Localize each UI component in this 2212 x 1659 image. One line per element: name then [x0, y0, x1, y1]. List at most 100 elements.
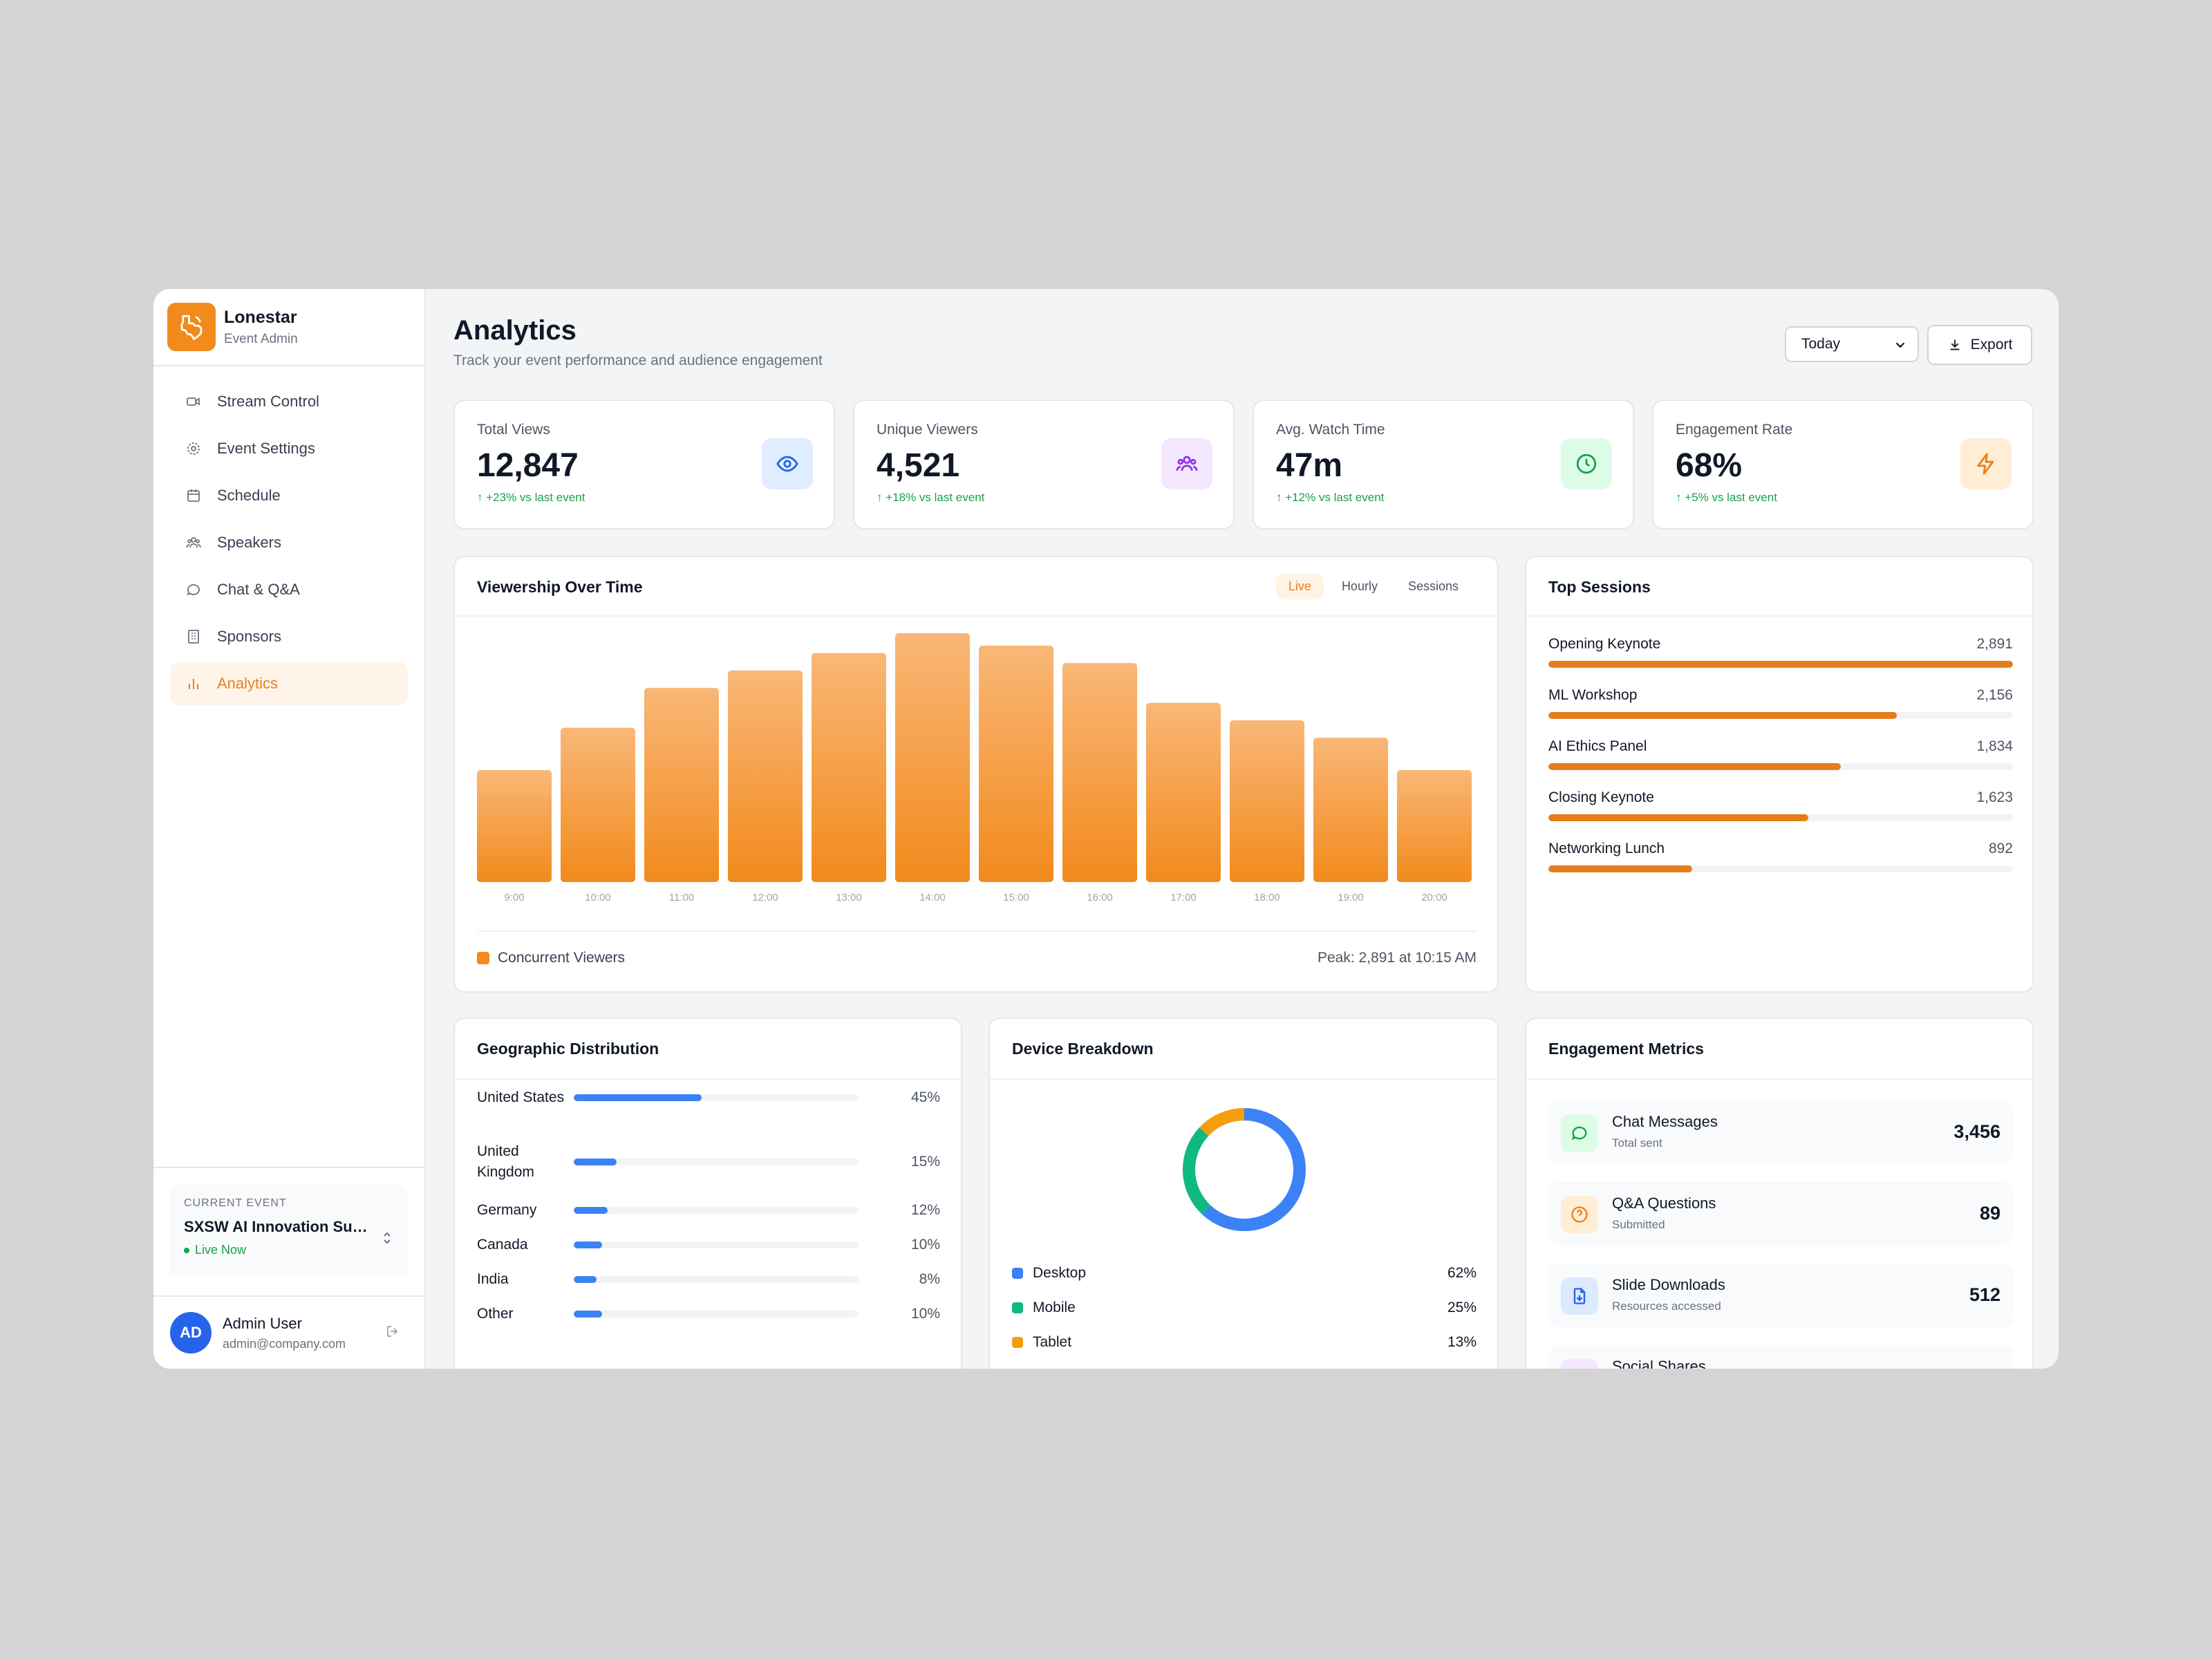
chart-bar[interactable] — [895, 633, 970, 882]
stat-card-avg-watch-time: Avg. Watch Time 47m ↑ +12% vs last event — [1253, 400, 1634, 529]
chart-bar[interactable] — [1062, 663, 1137, 882]
avatar[interactable]: AD — [170, 1312, 212, 1353]
stat-label: Unique Viewers — [877, 422, 978, 438]
chart-legend: Concurrent Viewers — [477, 950, 625, 966]
help-icon — [1561, 1196, 1598, 1233]
session-views: 1,834 — [1976, 738, 2013, 754]
session-row[interactable]: AI Ethics Panel 1,834 — [1548, 738, 2013, 770]
chat-icon — [184, 580, 203, 599]
brand-name: Lonestar — [224, 307, 297, 327]
sidebar-item-schedule[interactable]: Schedule — [170, 474, 408, 517]
chart-bar[interactable] — [1313, 738, 1388, 882]
geo-progress-fill — [574, 1241, 603, 1248]
geo-percent: 15% — [910, 1154, 940, 1170]
country-name: Canada — [477, 1237, 528, 1253]
session-row[interactable]: ML Workshop 2,156 — [1548, 687, 2013, 719]
session-progress-fill — [1548, 763, 1841, 770]
session-progress-fill — [1548, 814, 1809, 821]
x-tick-label: 17:00 — [1170, 892, 1197, 903]
device-percent: 13% — [1447, 1334, 1477, 1350]
user-name: Admin User — [223, 1314, 302, 1332]
sidebar-item-stream-control[interactable]: Stream Control — [170, 380, 408, 423]
chart-bar[interactable] — [1146, 702, 1221, 882]
export-label: Export — [1970, 337, 2013, 353]
sidebar-item-event-settings[interactable]: Event Settings — [170, 427, 408, 470]
sidebar-item-analytics[interactable]: Analytics — [170, 662, 408, 705]
geo-percent: 45% — [910, 1089, 940, 1105]
stat-value: 47m — [1276, 447, 1343, 484]
tab-sessions[interactable]: Sessions — [1407, 579, 1459, 593]
geo-percent: 10% — [910, 1237, 940, 1253]
device-row: Mobile 25% — [1012, 1300, 1477, 1316]
donut-slice[interactable] — [1183, 1108, 1306, 1231]
session-row[interactable]: Closing Keynote 1,623 — [1548, 789, 2013, 821]
device-row: Desktop 62% — [1012, 1265, 1477, 1282]
sidebar-item-label: Event Settings — [217, 440, 315, 457]
legend-swatch — [1012, 1268, 1023, 1279]
x-tick-label: 11:00 — [669, 892, 694, 903]
chart-bar[interactable] — [477, 770, 552, 882]
tab-live[interactable]: Live — [1275, 574, 1324, 599]
engagement-card: Engagement Metrics Chat Messages Total se… — [1525, 1018, 2034, 1369]
country-name: Germany — [477, 1202, 537, 1218]
download-icon — [1950, 339, 1960, 350]
geo-title: Geographic Distribution — [477, 1040, 659, 1058]
engagement-value: 89 — [1979, 1203, 2000, 1224]
user-email: admin@company.com — [223, 1336, 346, 1351]
geo-progress-track — [574, 1241, 859, 1248]
session-views: 2,891 — [1976, 636, 2013, 652]
session-row[interactable]: Opening Keynote 2,891 — [1548, 636, 2013, 668]
chevron-up-down-icon — [382, 1230, 393, 1249]
export-button[interactable]: Export — [1927, 325, 2032, 365]
current-event-selector[interactable]: CURRENT EVENT SXSW AI Innovation Summit … — [170, 1185, 408, 1276]
chart-bar[interactable] — [728, 671, 803, 882]
session-views: 1,623 — [1976, 789, 2013, 805]
session-progress-track — [1548, 763, 2013, 770]
clock-icon — [1561, 438, 1612, 489]
brand-role: Event Admin — [224, 331, 298, 346]
stat-delta: ↑ +18% vs last event — [877, 491, 985, 504]
geo-progress-track — [574, 1311, 859, 1318]
sidebar-item-speakers[interactable]: Speakers — [170, 521, 408, 564]
geo-progress-track — [574, 1094, 859, 1101]
sidebar-nav: Stream Control Event Settings Schedule S… — [153, 366, 424, 723]
session-progress-track — [1548, 865, 2013, 872]
logout-icon[interactable] — [384, 1323, 401, 1343]
stat-card-total-views: Total Views 12,847 ↑ +23% vs last event — [453, 400, 835, 529]
x-tick-label: 20:00 — [1421, 892, 1447, 903]
tab-hourly[interactable]: Hourly — [1341, 579, 1378, 593]
chart-bar[interactable] — [561, 727, 635, 882]
chart-bar[interactable] — [644, 688, 719, 882]
chart-bar[interactable] — [1230, 720, 1304, 882]
live-status-label: Live Now — [195, 1243, 247, 1257]
chart-bar[interactable] — [812, 653, 886, 882]
x-tick-label: 9:00 — [504, 892, 524, 903]
session-name: Opening Keynote — [1548, 636, 1661, 652]
engagement-item: Chat Messages Total sent 3,456 — [1548, 1100, 2013, 1164]
peak-label: Peak: 2,891 at 10:15 AM — [1318, 950, 1477, 966]
sidebar-item-label: Stream Control — [217, 393, 319, 410]
x-tick-label: 10:00 — [585, 892, 611, 903]
engagement-value: 512 — [1969, 1284, 2000, 1305]
page-subtitle: Track your event performance and audienc… — [453, 353, 823, 368]
session-row[interactable]: Networking Lunch 892 — [1548, 841, 2013, 872]
engagement-label: Social Shares — [1612, 1358, 1706, 1369]
brand: Lonestar Event Admin — [153, 289, 424, 366]
session-progress-track — [1548, 661, 2013, 668]
date-range-select[interactable]: Today — [1785, 326, 1919, 362]
country-name: United States — [477, 1089, 565, 1105]
video-icon — [184, 392, 203, 411]
lightning-icon — [1960, 438, 2012, 489]
device-title: Device Breakdown — [1012, 1040, 1154, 1058]
donut-slice[interactable] — [1183, 1108, 1306, 1231]
sidebar-item-chat-qa[interactable]: Chat & Q&A — [170, 568, 408, 611]
engagement-value: 3,456 — [1953, 1121, 2000, 1142]
stat-delta: ↑ +12% vs last event — [1276, 491, 1385, 504]
engagement-item: Slide Downloads Resources accessed 512 — [1548, 1264, 2013, 1327]
chart-bar[interactable] — [979, 646, 1053, 882]
chart-bar[interactable] — [1397, 770, 1472, 882]
viewership-tabs: Live Hourly Sessions — [1275, 574, 1471, 599]
engagement-label: Chat Messages — [1612, 1113, 1718, 1130]
stat-value: 12,847 — [477, 447, 579, 484]
sidebar-item-sponsors[interactable]: Sponsors — [170, 615, 408, 658]
